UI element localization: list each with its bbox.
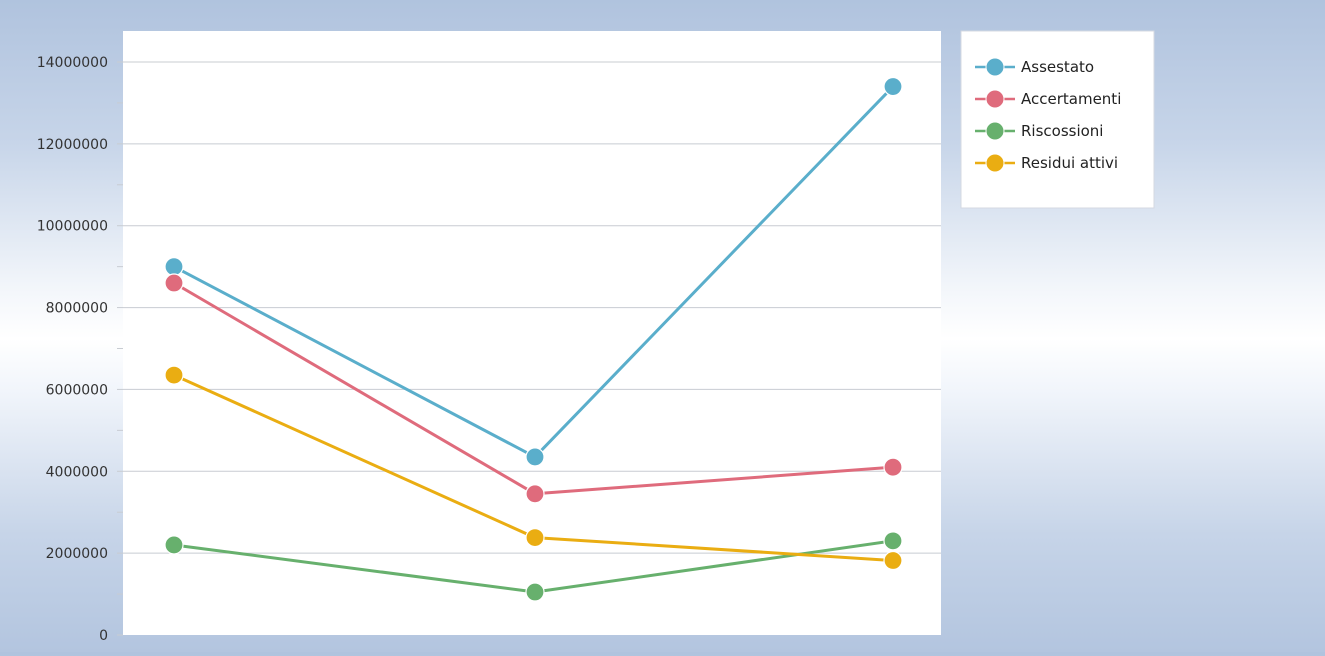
data-point[interactable] [883,550,903,571]
data-point[interactable] [883,76,903,97]
y-tick-label: 6000000 [46,382,108,398]
data-point[interactable] [164,273,184,293]
legend-item[interactable]: Riscossioni [975,121,1103,141]
legend-marker [985,57,1005,77]
data-point[interactable] [883,457,903,477]
data-point[interactable] [525,484,545,504]
y-tick-label: 2000000 [46,546,108,562]
legend-marker [985,89,1005,109]
y-tick-label: 10000000 [37,219,108,235]
legend-item[interactable]: Accertamenti [975,89,1121,109]
y-tick-label: 0 [99,628,108,644]
legend-label: Accertamenti [1021,90,1121,108]
data-point[interactable] [164,365,184,385]
data-point[interactable] [883,531,903,551]
legend-marker [985,121,1005,141]
legend-item[interactable]: Assestato [975,57,1094,77]
y-tick-label: 8000000 [46,301,108,317]
y-tick-label: 14000000 [37,55,108,71]
data-point[interactable] [525,447,545,467]
y-axis: 0 2000000 4000000 6000000 8000000 10000000 120… [37,55,123,644]
legend-marker [985,153,1005,173]
legend-label: Riscossioni [1021,122,1103,140]
data-point[interactable] [164,535,184,555]
gridlines [123,61,941,554]
y-tick-label: 4000000 [46,464,108,480]
legend: Assestato Accertamenti Riscossioni Residui … [960,30,1155,209]
data-point[interactable] [164,257,184,277]
data-point[interactable] [525,582,545,602]
data-point[interactable] [525,527,545,548]
legend-label: Residui attivi [1021,154,1118,172]
legend-item[interactable]: Residui attivi [975,153,1118,173]
series-group [164,76,903,602]
y-tick-label: 12000000 [37,137,108,153]
legend-label: Assestato [1021,58,1094,76]
